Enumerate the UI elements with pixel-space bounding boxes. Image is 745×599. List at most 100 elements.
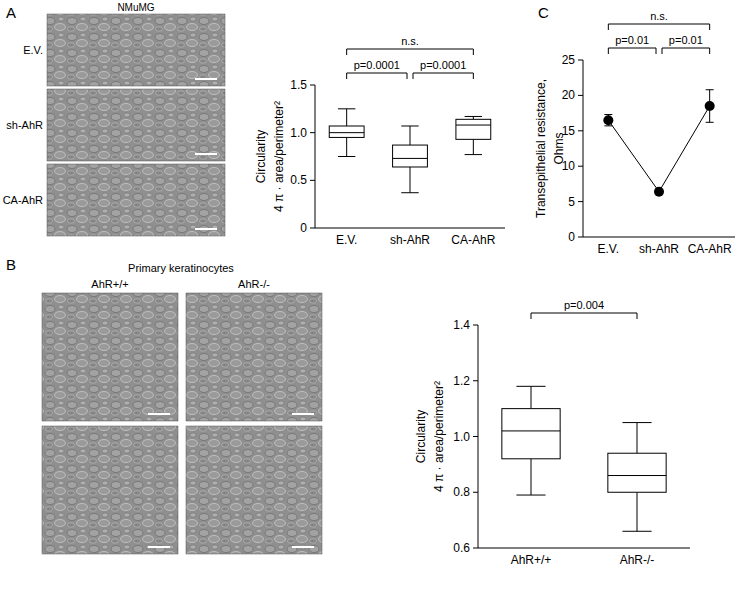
- chart: 0.6 0.8 1.0 1.2 1.4 AhR+/+ AhR-/- Circularity 4 …: [414, 299, 690, 567]
- y-tick-label: 0: [568, 230, 575, 244]
- micrograph: [186, 293, 322, 421]
- y-tick-label: 0.8: [453, 485, 470, 499]
- y-tick: [473, 548, 478, 549]
- y-tick: [310, 180, 315, 181]
- y-tick-label: 1.5: [290, 78, 307, 92]
- whisker-high: [531, 386, 532, 408]
- annotation: p=0.01: [615, 34, 649, 46]
- plot-area: [329, 109, 491, 193]
- y-tick: [578, 95, 583, 96]
- panel-label: A: [6, 4, 16, 21]
- plot-area: [603, 90, 714, 197]
- bracket: [608, 48, 656, 54]
- row-label: CA-AhR: [3, 194, 43, 206]
- y-tick: [578, 201, 583, 202]
- box: [608, 453, 666, 492]
- whisker-low: [637, 492, 638, 531]
- scale-bar: [195, 228, 217, 230]
- whisker-cap: [338, 108, 355, 109]
- y-tick-label: 1.2: [453, 374, 470, 388]
- whisker-cap: [516, 386, 545, 387]
- x-tick-label: E.V.: [598, 242, 620, 256]
- bracket: [413, 73, 473, 79]
- bracket: [608, 24, 709, 30]
- figure: ABCNMuMGE.V.sh-AhRCA-AhRPrimary keratino…: [0, 0, 745, 599]
- x-tick-label: AhR-/-: [620, 553, 655, 567]
- y-axis-label: Circularity: [414, 410, 428, 463]
- bracket: [347, 73, 407, 79]
- bracket: [531, 313, 637, 319]
- scale-bar: [148, 413, 170, 415]
- micrograph: [47, 164, 225, 236]
- image-title: NMuMG: [117, 2, 154, 13]
- y-tick-label: 20: [562, 88, 576, 102]
- whisker-high: [637, 423, 638, 454]
- x-axis: [583, 237, 735, 238]
- image-title: Primary keratinocytes: [128, 262, 234, 274]
- whisker-cap: [516, 495, 545, 496]
- whisker-cap: [465, 116, 482, 117]
- annotation: n.s.: [650, 10, 668, 22]
- box: [502, 409, 560, 459]
- y-axis-label: Transepithelial resistance,: [534, 79, 548, 218]
- scale-bar: [292, 546, 314, 548]
- chart: 0510152025E.V.sh-AhRCA-AhRTransepithelia…: [534, 10, 735, 256]
- whisker-cap: [622, 422, 651, 423]
- median: [393, 158, 428, 159]
- micrograph: [42, 426, 178, 554]
- median: [329, 132, 364, 133]
- box: [393, 145, 428, 167]
- x-axis: [315, 228, 505, 229]
- y-axis-label: 4 π · area/perimeter²: [272, 101, 286, 212]
- annotation: p=0.01: [669, 34, 703, 46]
- y-tick-label: 1.4: [453, 318, 470, 332]
- whisker-high: [346, 109, 347, 126]
- median: [502, 430, 560, 431]
- y-tick: [473, 325, 478, 326]
- x-tick-label: CA-AhR: [688, 242, 732, 256]
- annotation: n.s.: [401, 35, 419, 47]
- y-tick: [310, 132, 315, 133]
- whisker-cap: [622, 531, 651, 532]
- whisker-low: [531, 459, 532, 495]
- y-axis: [315, 85, 316, 228]
- annotation: p=0.0001: [420, 59, 466, 71]
- marker: [654, 187, 664, 197]
- annotation: p=0.004: [564, 299, 604, 311]
- micrograph: [47, 14, 225, 86]
- marker: [705, 101, 715, 111]
- box: [456, 119, 491, 139]
- error-cap: [604, 125, 612, 126]
- y-tick-label: 0.6: [453, 541, 470, 555]
- error-cap: [706, 122, 714, 123]
- error-cap: [604, 114, 612, 115]
- whisker-low: [410, 167, 411, 193]
- scale-bar: [148, 546, 170, 548]
- y-tick: [578, 166, 583, 167]
- x-tick-label: sh-AhR: [639, 242, 679, 256]
- chart: 00.51.01.5E.V.sh-AhRCA-AhRCircularity4 π…: [254, 35, 505, 247]
- x-tick-label: AhR+/+: [511, 553, 552, 567]
- median: [608, 475, 666, 476]
- y-tick-label: 1.0: [453, 430, 470, 444]
- micrograph: [47, 89, 225, 161]
- column-label: AhR-/-: [238, 278, 270, 290]
- y-tick-label: 0.5: [290, 173, 307, 187]
- whisker-cap: [401, 192, 418, 193]
- y-tick: [578, 237, 583, 238]
- background: [0, 0, 745, 599]
- whisker-cap: [401, 125, 418, 126]
- bracket: [662, 48, 710, 54]
- y-axis-label: 4 π · area/perimeter²: [432, 381, 446, 492]
- row-label: E.V.: [23, 44, 43, 56]
- y-tick: [310, 228, 315, 229]
- micrograph: [42, 293, 178, 421]
- panel-label: C: [538, 4, 549, 21]
- whisker-cap: [465, 154, 482, 155]
- y-tick: [473, 492, 478, 493]
- x-tick-label: E.V.: [336, 233, 358, 247]
- y-axis-label: Ohms: [552, 132, 566, 164]
- x-tick-label: sh-AhR: [390, 233, 430, 247]
- column-label: AhR+/+: [91, 278, 128, 290]
- y-tick: [578, 60, 583, 61]
